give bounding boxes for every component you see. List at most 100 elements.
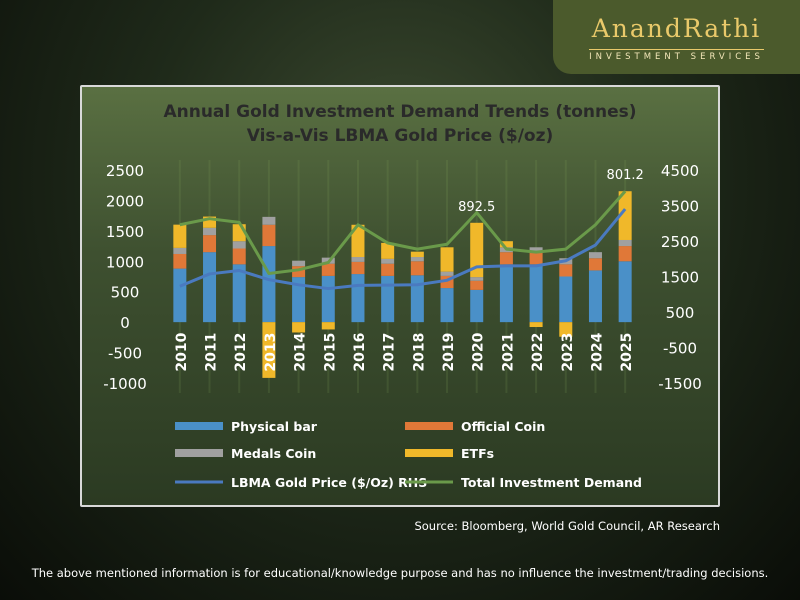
data-label: 892.5 [458, 200, 495, 215]
bar-physical [618, 261, 632, 323]
bar-medals-coin [262, 216, 276, 225]
bar-physical [203, 252, 217, 323]
x-tick-label: 2023 [560, 333, 576, 372]
y2-tick-label: -1500 [658, 375, 702, 393]
legend-physical-bar-swatch [175, 422, 223, 430]
legend-medals-coin-label: Medals Coin [231, 446, 316, 461]
x-tick-label: 2025 [619, 333, 635, 372]
y2-tick-label: 500 [666, 304, 695, 322]
company-logo: AnandRathi INVESTMENT SERVICES [553, 0, 800, 74]
bar-medals-coin [351, 257, 365, 262]
y-tick-label: -1000 [103, 375, 147, 393]
bar-etfs [321, 322, 335, 330]
bar-medals-coin [529, 247, 543, 253]
y-tick-label: -500 [108, 345, 142, 363]
y2-tick-label: -500 [663, 340, 697, 358]
bar-etfs [351, 224, 365, 258]
x-tick-label: 2018 [411, 333, 427, 372]
y-tick-label: 500 [111, 284, 140, 302]
bar-etfs [173, 224, 187, 248]
bar-official-coin [529, 252, 543, 265]
bar-etfs [470, 222, 484, 278]
source-note: Source: Bloomberg, World Gold Council, A… [414, 519, 720, 533]
legend-medals-coin-swatch [175, 449, 223, 457]
x-tick-label: 2017 [382, 333, 398, 372]
y2-tick-label: 2500 [661, 233, 699, 251]
bar-medals-coin [203, 227, 217, 236]
bar-physical [262, 246, 276, 323]
x-tick-label: 2024 [589, 332, 605, 371]
bar-official-coin [262, 224, 276, 247]
bar-etfs [440, 247, 454, 272]
legend-etfs-swatch [405, 449, 453, 457]
bar-official-coin [321, 263, 335, 276]
bar-medals-coin [232, 241, 246, 249]
bar-physical [499, 264, 513, 323]
bar-physical [232, 264, 246, 323]
bar-medals-coin [470, 277, 484, 281]
bar-official-coin [351, 261, 365, 275]
bar-official-coin [618, 246, 632, 262]
chart-title-block: Annual Gold Investment Demand Trends (to… [80, 100, 720, 148]
bar-physical [529, 264, 543, 323]
bar-etfs [381, 242, 395, 259]
bar-official-coin [292, 266, 306, 278]
bar-official-coin [381, 263, 395, 276]
bar-medals-coin [410, 257, 424, 262]
x-tick-label: 2010 [174, 332, 190, 371]
y2-tick-label: 1500 [661, 269, 699, 287]
bar-physical [173, 268, 187, 323]
bar-medals-coin [381, 258, 395, 264]
data-label: 801.2 [607, 168, 644, 183]
bar-official-coin [499, 252, 513, 265]
bar-official-coin [232, 248, 246, 265]
x-tick-label: 2022 [530, 333, 546, 372]
bar-medals-coin [618, 239, 632, 247]
y-tick-label: 2500 [106, 162, 144, 180]
y-tick-label: 1000 [106, 253, 144, 271]
y-tick-label: 0 [120, 314, 130, 332]
x-tick-label: 2012 [233, 333, 249, 372]
chart-panel [80, 85, 720, 507]
bar-physical [559, 276, 573, 323]
chart-title: Annual Gold Investment Demand Trends (to… [163, 102, 637, 122]
bar-official-coin [470, 280, 484, 290]
logo-name: AnandRathi [591, 14, 762, 43]
bar-physical [351, 274, 365, 323]
legend-official-coin-label: Official Coin [461, 419, 545, 434]
y-tick-label: 2000 [106, 192, 144, 210]
x-tick-label: 2019 [441, 333, 457, 372]
bar-etfs [499, 241, 513, 248]
bar-etfs [410, 251, 424, 258]
bar-etfs [618, 191, 632, 240]
legend-physical-bar-label: Physical bar [231, 419, 318, 434]
bar-etfs [529, 322, 543, 328]
bar-physical [588, 270, 602, 323]
bar-medals-coin [292, 260, 306, 267]
x-tick-label: 2015 [322, 333, 338, 372]
logo-subtitle: INVESTMENT SERVICES [589, 49, 764, 62]
bar-physical [292, 277, 306, 323]
legend-official-coin-swatch [405, 422, 453, 430]
bar-physical [470, 289, 484, 323]
legend-lbma-price-label: LBMA Gold Price ($/Oz) RHS [231, 475, 427, 490]
bar-etfs [292, 322, 306, 333]
line-lbma-gold-price [179, 208, 627, 291]
bar-physical [381, 275, 395, 323]
bar-official-coin [588, 258, 602, 271]
bar-medals-coin [440, 271, 454, 276]
bar-official-coin [203, 235, 217, 253]
bar-official-coin [173, 253, 187, 269]
x-tick-label: 2016 [352, 333, 368, 372]
bar-etfs [559, 322, 573, 337]
line-total-investment-demand [179, 190, 627, 275]
y-tick-label: 1500 [106, 223, 144, 241]
x-tick-label: 2013 [263, 333, 279, 372]
y2-tick-label: 4500 [661, 162, 699, 180]
y2-tick-label: 3500 [661, 198, 699, 216]
x-tick-label: 2014 [293, 332, 309, 371]
legend-etfs-label: ETFs [461, 446, 494, 461]
bar-official-coin [559, 264, 573, 277]
chart-subtitle: Vis-a-Vis LBMA Gold Price ($/oz) [246, 126, 554, 146]
